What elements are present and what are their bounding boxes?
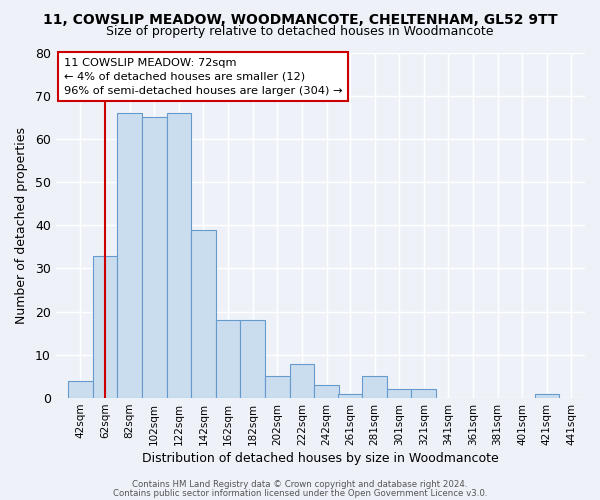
Bar [338,394,362,398]
Bar [142,118,167,398]
Text: Contains HM Land Registry data © Crown copyright and database right 2024.: Contains HM Land Registry data © Crown c… [132,480,468,489]
Text: Contains public sector information licensed under the Open Government Licence v3: Contains public sector information licen… [113,488,487,498]
Bar [412,390,436,398]
Bar [265,376,290,398]
Bar [216,320,241,398]
Text: Size of property relative to detached houses in Woodmancote: Size of property relative to detached ho… [106,25,494,38]
Bar [68,381,93,398]
Bar [167,113,191,398]
X-axis label: Distribution of detached houses by size in Woodmancote: Distribution of detached houses by size … [142,452,499,465]
Text: 11 COWSLIP MEADOW: 72sqm
← 4% of detached houses are smaller (12)
96% of semi-de: 11 COWSLIP MEADOW: 72sqm ← 4% of detache… [64,58,342,96]
Bar [93,256,118,398]
Bar [314,385,339,398]
Bar [535,394,559,398]
Bar [362,376,387,398]
Bar [118,113,142,398]
Bar [290,364,314,398]
Bar [191,230,216,398]
Text: 11, COWSLIP MEADOW, WOODMANCOTE, CHELTENHAM, GL52 9TT: 11, COWSLIP MEADOW, WOODMANCOTE, CHELTEN… [43,12,557,26]
Bar [387,390,412,398]
Y-axis label: Number of detached properties: Number of detached properties [15,127,28,324]
Bar [241,320,265,398]
